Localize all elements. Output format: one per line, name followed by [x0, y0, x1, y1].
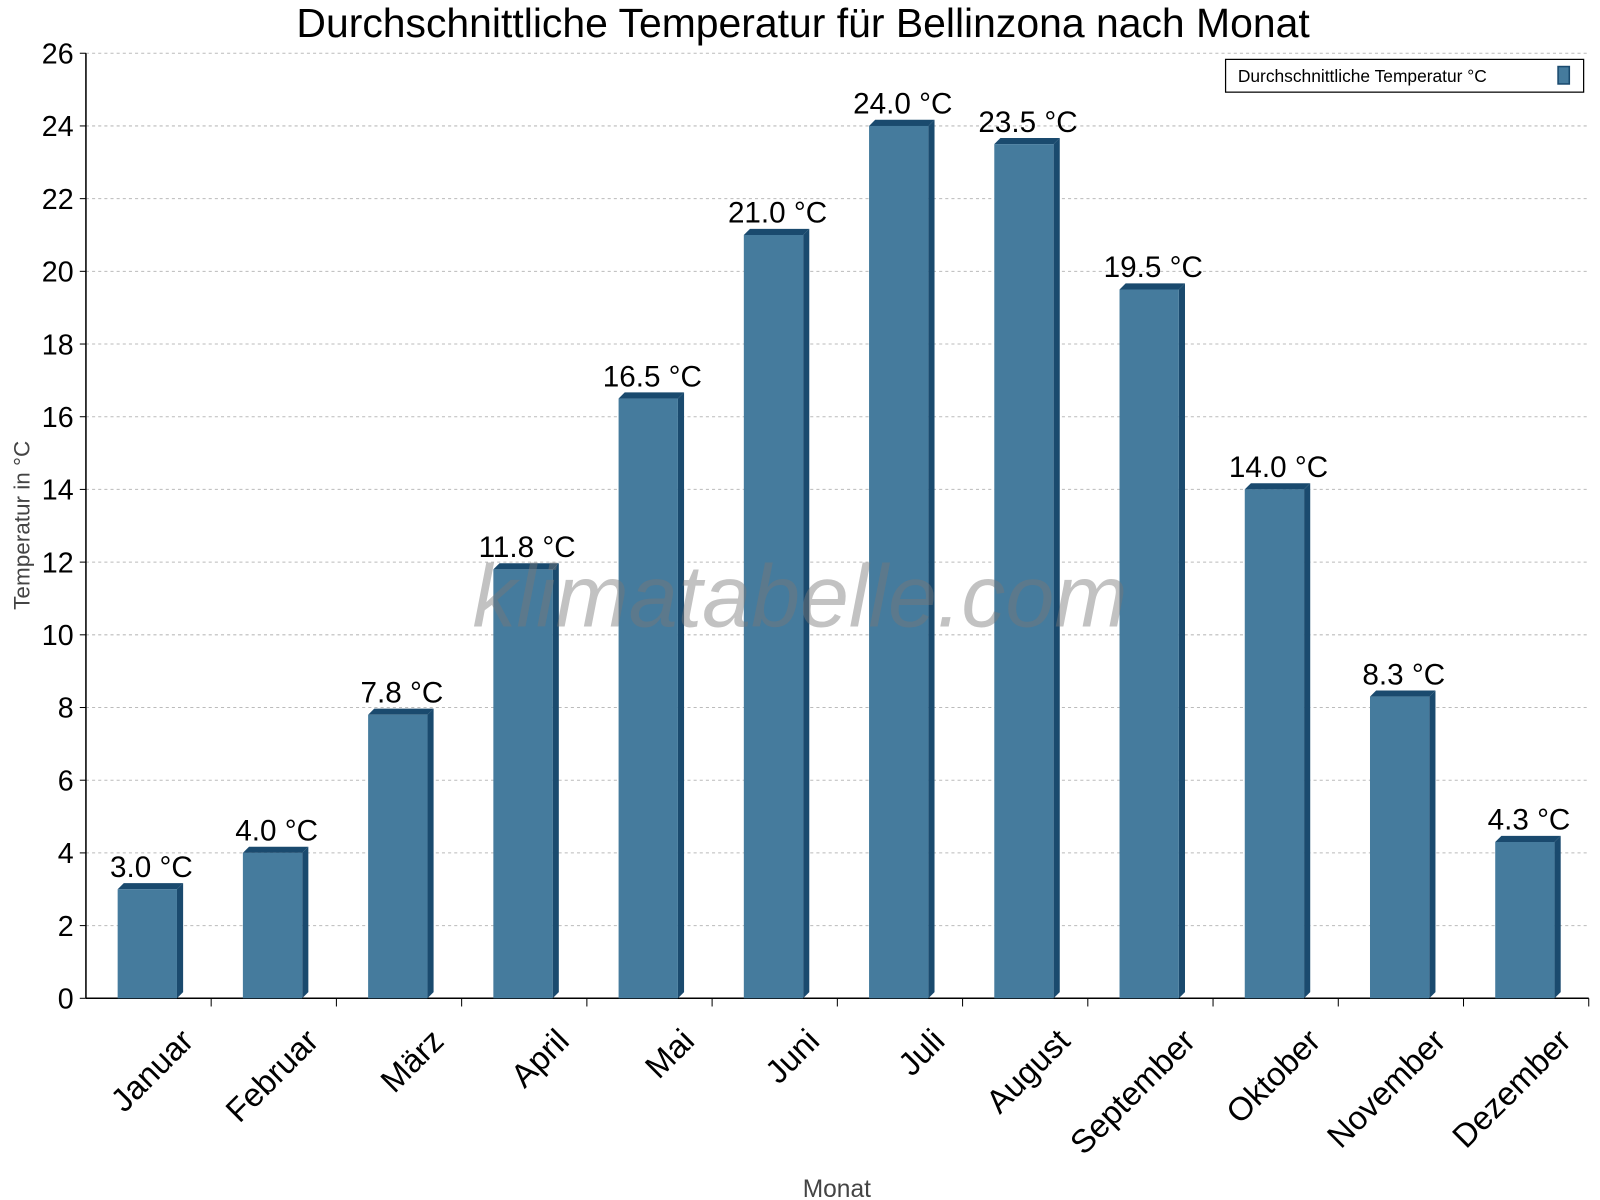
data-label: 19.5 °C: [1104, 251, 1203, 284]
bar-top: [1244, 483, 1311, 490]
bar: [1119, 289, 1179, 999]
legend-label: Durchschnittliche Temperatur °C: [1238, 66, 1487, 86]
bar: [1244, 489, 1305, 999]
bars: 3.0 °C 4.0 °C 7.8 °C 11.8 °C 16.5 °C 21.0 °C 2…: [110, 88, 1570, 999]
bar: [618, 398, 678, 999]
bar-group: 7.8 °C: [360, 676, 443, 999]
x-tick-label: August: [979, 1022, 1077, 1120]
bar-top: [1495, 835, 1561, 842]
bar: [242, 852, 303, 999]
bar-top: [117, 883, 184, 890]
y-tick-label: 14: [42, 475, 74, 507]
x-tick-label: Juni: [758, 1022, 827, 1091]
y-tick-label: 6: [58, 765, 74, 797]
y-tick-label: 24: [42, 111, 74, 143]
legend-swatch: [1557, 65, 1571, 85]
data-label: 11.8 °C: [479, 531, 576, 564]
y-tick-label: 16: [42, 402, 74, 434]
bar-group: 4.3 °C: [1488, 804, 1571, 999]
data-label: 4.0 °C: [235, 815, 318, 848]
bar-side: [1053, 137, 1060, 999]
bar-group: 21.0 °C: [728, 197, 827, 999]
x-tick-label: Mai: [638, 1022, 701, 1086]
data-label: 7.8 °C: [360, 676, 443, 709]
bar-top: [1369, 690, 1436, 697]
bar-top: [368, 708, 434, 715]
bar-side: [928, 119, 935, 999]
bar: [743, 234, 804, 999]
bar-side: [1304, 483, 1311, 999]
y-tick-label: 22: [42, 184, 74, 216]
data-label: 24.0 °C: [853, 88, 952, 121]
legend: Durchschnittliche Temperatur °C: [1224, 58, 1585, 93]
y-tick-label: 4: [58, 838, 74, 870]
bar-group: 11.8 °C: [479, 531, 576, 999]
bar-group: 3.0 °C: [110, 851, 193, 999]
bar-side: [1178, 283, 1185, 999]
gridlines: [85, 52, 1589, 927]
bar: [117, 889, 177, 999]
y-tick-label: 12: [42, 547, 74, 579]
bar-group: 16.5 °C: [603, 360, 702, 999]
x-tick-label: Dezember: [1445, 1022, 1578, 1155]
bar: [869, 125, 929, 999]
y-tick-label: 20: [42, 257, 74, 289]
bar-side: [1554, 835, 1561, 999]
y-axis-label: Temperatur in °C: [10, 441, 35, 610]
bar-top: [869, 119, 935, 126]
x-tick-label: März: [373, 1022, 451, 1100]
bar-top: [743, 228, 810, 235]
y-tick-label: 10: [42, 620, 74, 652]
bar: [1495, 841, 1555, 999]
bar: [493, 569, 553, 999]
y-tick-label: 8: [58, 693, 74, 725]
bar: [994, 144, 1054, 999]
x-tick-label: Juli: [891, 1022, 952, 1083]
bar: [1369, 696, 1430, 999]
bar-top: [493, 563, 559, 570]
y-tick-label: 18: [42, 329, 74, 361]
data-label: 23.5 °C: [978, 106, 1077, 139]
bar-top: [1119, 283, 1185, 290]
x-tick-label: November: [1320, 1022, 1453, 1155]
bar-group: 19.5 °C: [1104, 251, 1203, 999]
x-tick-label: April: [503, 1022, 575, 1095]
x-tick-label: September: [1063, 1022, 1202, 1162]
x-tick-label: Januar: [103, 1022, 200, 1119]
watermark: klimatabelle.com: [472, 547, 1127, 646]
data-label: 4.3 °C: [1488, 804, 1571, 837]
data-label: 14.0 °C: [1229, 451, 1328, 484]
bar-top: [618, 392, 685, 399]
bar-side: [803, 228, 810, 999]
x-axis-label: Monat: [803, 1176, 871, 1200]
bar-group: 23.5 °C: [978, 106, 1078, 999]
bar-side: [302, 846, 309, 999]
bar-group: 8.3 °C: [1362, 658, 1445, 999]
data-label: 16.5 °C: [603, 360, 702, 393]
data-label: 21.0 °C: [728, 197, 827, 230]
x-tick-label: Oktober: [1219, 1022, 1328, 1131]
bar-group: 24.0 °C: [853, 88, 952, 999]
bar-side: [176, 883, 184, 999]
bar-side: [677, 392, 685, 999]
y-tick-label: 26: [42, 38, 74, 70]
bar-side: [552, 563, 559, 999]
chart-title: Durchschnittliche Temperatur für Bellinz…: [296, 0, 1310, 46]
data-label: 3.0 °C: [110, 851, 193, 884]
x-tick-label: Februar: [218, 1022, 325, 1129]
bar-side: [427, 708, 434, 999]
bar-top: [242, 846, 309, 853]
x-axis: Januar Februar März April Mai Juni Juli AugustS…: [85, 997, 1590, 1162]
legend-box: [1224, 58, 1585, 93]
y-tick-label: 0: [58, 984, 74, 1016]
bar-side: [1429, 690, 1436, 999]
bar-group: 14.0 °C: [1229, 451, 1328, 999]
y-tick-label: 2: [58, 911, 74, 943]
bar: [368, 714, 428, 999]
bar-top: [994, 137, 1060, 145]
data-label: 8.3 °C: [1362, 658, 1445, 691]
bar-group: 4.0 °C: [235, 815, 318, 999]
